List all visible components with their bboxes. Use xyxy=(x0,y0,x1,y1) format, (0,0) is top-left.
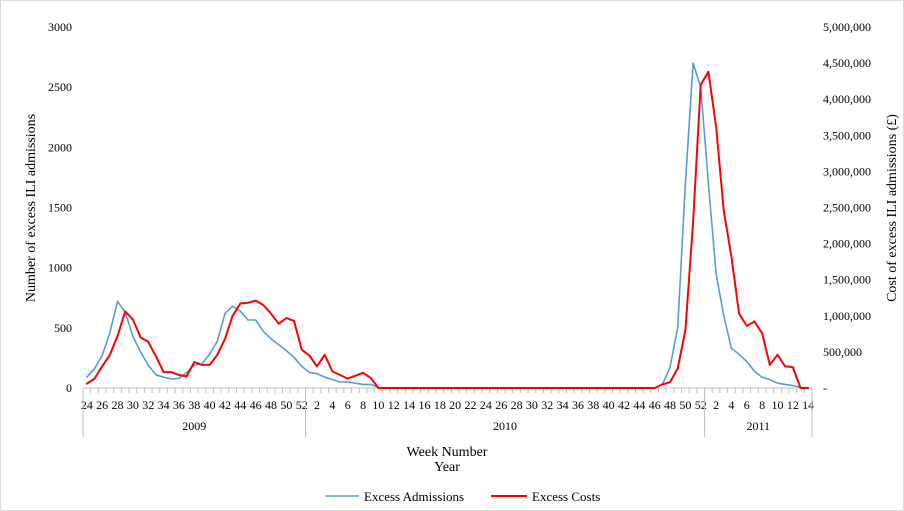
y-right-tick-label: - xyxy=(823,381,827,395)
x-tick-label: 10 xyxy=(372,398,384,412)
x-tick-label: 24 xyxy=(480,398,492,412)
y-right-tick-label: 3,500,000 xyxy=(823,128,871,142)
x-tick-label: 26 xyxy=(495,398,507,412)
legend: Excess Admissions Excess Costs xyxy=(325,489,600,504)
x-tick-label: 50 xyxy=(679,398,691,412)
x-tick-label: 2 xyxy=(713,398,719,412)
x-tick-label: 8 xyxy=(759,398,765,412)
x-tick-label: 30 xyxy=(526,398,538,412)
x-tick-label: 28 xyxy=(112,398,124,412)
x-tick-label: 6 xyxy=(744,398,750,412)
x-tick-label: 38 xyxy=(587,398,599,412)
x-tick-label: 32 xyxy=(541,398,553,412)
series-group xyxy=(85,62,810,389)
y-left-tick-label: 1000 xyxy=(48,261,72,275)
x-tick-label: 52 xyxy=(695,398,707,412)
x-tick-label: 38 xyxy=(188,398,200,412)
x-tick-label: 4 xyxy=(329,398,335,412)
legend-label-costs: Excess Costs xyxy=(532,489,600,504)
y-right-tick-label: 5,000,000 xyxy=(823,20,871,34)
y-right-tick-label: 4,500,000 xyxy=(823,56,871,70)
x-tick-label: 12 xyxy=(388,398,400,412)
x-tick-label: 32 xyxy=(142,398,154,412)
x-axis: 24 26 28 30 32 34 36 38 40 42 44 46 48 50 52 2 4 6 8 10 12 14… xyxy=(81,387,814,437)
x-tick-label: 46 xyxy=(649,398,661,412)
y-right-tick-label: 1,000,000 xyxy=(823,309,871,323)
x-tick-label: 16 xyxy=(418,398,430,412)
year-label: 2010 xyxy=(493,419,517,433)
x-tick-label: 12 xyxy=(787,398,799,412)
x-tick-label: 10 xyxy=(771,398,783,412)
y-right-tick-label: 4,000,000 xyxy=(823,92,871,106)
x-tick-label: 36 xyxy=(572,398,584,412)
y-right-tick-label: 2,000,000 xyxy=(823,237,871,251)
x-tick-label: 48 xyxy=(265,398,277,412)
y-right-axis-title: Cost of excess ILI admissions (£) xyxy=(885,114,900,302)
x-tick-label: 40 xyxy=(204,398,216,412)
x-tick-label: 2 xyxy=(314,398,320,412)
x-tick-label: 14 xyxy=(403,398,415,412)
x-tick-label: 24 xyxy=(81,398,93,412)
x-tick-label: 4 xyxy=(728,398,734,412)
y-left-axis-title: Number of excess ILI admissions xyxy=(24,114,39,302)
x-tick-label: 14 xyxy=(802,398,814,412)
x-tick-label: 50 xyxy=(280,398,292,412)
x-tick-label: 44 xyxy=(234,398,246,412)
x-tick-label: 40 xyxy=(603,398,615,412)
x-tick-label: 48 xyxy=(664,398,676,412)
x-tick-label: 8 xyxy=(360,398,366,412)
x-tick-label: 52 xyxy=(296,398,308,412)
legend-label-admissions: Excess Admissions xyxy=(364,489,464,504)
x-tick-label: 20 xyxy=(449,398,461,412)
y-left-ticks: 0 500 1000 1500 2000 2500 3000 xyxy=(48,20,72,395)
y-right-tick-label: 3,000,000 xyxy=(823,164,871,178)
x-axis-subtitle: Year xyxy=(434,460,460,475)
x-tick-label: 30 xyxy=(127,398,139,412)
x-axis-title: Week Number xyxy=(407,445,488,460)
x-tick-label: 36 xyxy=(173,398,185,412)
x-tick-label: 6 xyxy=(345,398,351,412)
series-line-costs xyxy=(85,70,810,389)
x-tick-label: 22 xyxy=(465,398,477,412)
year-label: 2009 xyxy=(182,419,206,433)
x-tick-label: 42 xyxy=(219,398,231,412)
y-left-tick-label: 3000 xyxy=(48,20,72,34)
y-right-tick-label: 1,500,000 xyxy=(823,273,871,287)
y-left-tick-label: 1500 xyxy=(48,201,72,215)
y-right-ticks: - 500,000 1,000,000 1,500,000 2,000,000 2,500… xyxy=(823,20,871,395)
y-left-tick-label: 0 xyxy=(66,381,72,395)
y-left-tick-label: 2500 xyxy=(48,80,72,94)
y-left-tick-label: 2000 xyxy=(48,140,72,154)
x-tick-label: 34 xyxy=(158,398,170,412)
x-tick-label: 46 xyxy=(250,398,262,412)
x-tick-label: 42 xyxy=(618,398,630,412)
x-tick-label: 18 xyxy=(434,398,446,412)
x-tick-label: 44 xyxy=(633,398,645,412)
y-right-tick-label: 500,000 xyxy=(823,345,862,359)
y-left-tick-label: 500 xyxy=(54,321,72,335)
y-right-tick-label: 2,500,000 xyxy=(823,201,871,215)
x-tick-label: 34 xyxy=(557,398,569,412)
x-tick-label: 26 xyxy=(96,398,108,412)
x-tick-label: 28 xyxy=(511,398,523,412)
year-label: 2011 xyxy=(747,419,771,433)
